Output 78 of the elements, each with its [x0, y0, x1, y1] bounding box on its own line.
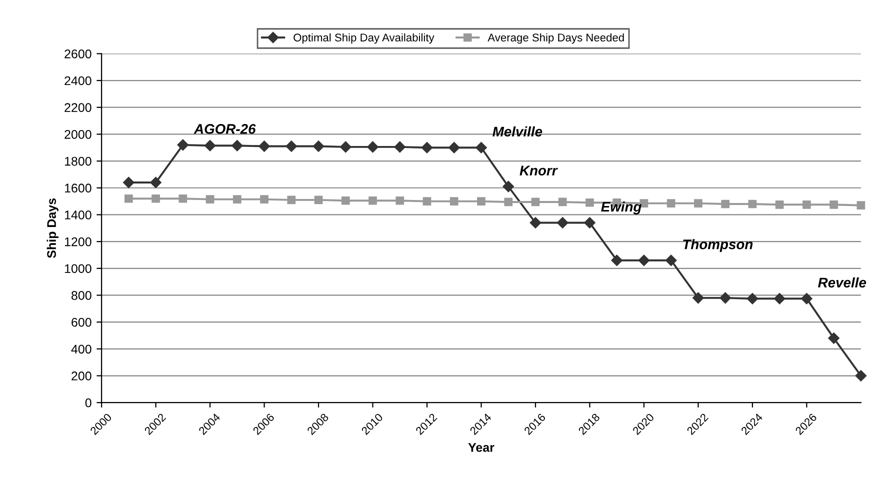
point — [504, 198, 513, 206]
point — [394, 141, 406, 153]
y-tick-label: 1800 — [64, 156, 92, 166]
point — [123, 176, 134, 188]
point — [828, 332, 840, 344]
y-tick-label: 1000 — [64, 264, 92, 274]
y-tick-label: 1400 — [64, 210, 92, 220]
point — [558, 198, 567, 206]
point — [855, 370, 867, 382]
point — [476, 142, 487, 154]
point — [665, 254, 677, 266]
point — [206, 195, 214, 204]
y-tick-label: 200 — [72, 372, 92, 380]
point — [396, 196, 404, 205]
point — [694, 199, 702, 208]
y-tick-label: 1200 — [64, 237, 92, 246]
annotation: Thompson — [683, 239, 753, 252]
point — [232, 140, 243, 152]
point — [502, 180, 514, 192]
point — [477, 197, 486, 206]
annotation: Ewing — [601, 201, 642, 214]
point — [611, 254, 622, 266]
y-tick-label: 2000 — [64, 130, 92, 139]
y-tick-label: 0 — [85, 398, 92, 408]
point — [586, 198, 594, 207]
legend-label: Optimal Ship Day Availability — [294, 33, 434, 44]
annotation: Revelle — [818, 277, 866, 288]
y-tick-label: 2200 — [64, 103, 92, 112]
point — [150, 176, 162, 188]
point — [774, 292, 786, 304]
y-tick-label: 2600 — [64, 49, 92, 58]
point — [152, 194, 160, 203]
point — [531, 198, 540, 206]
point — [421, 142, 433, 154]
point — [801, 292, 812, 304]
point — [177, 139, 189, 151]
point — [746, 292, 758, 304]
y-axis-title: Ship Days — [46, 198, 58, 258]
point — [638, 254, 650, 266]
point — [312, 140, 324, 152]
point — [450, 197, 458, 206]
y-tick-label: 800 — [72, 291, 92, 300]
y-tick-label: 1600 — [64, 184, 92, 193]
point — [341, 196, 350, 205]
point — [721, 200, 730, 208]
point — [802, 200, 811, 209]
point — [830, 200, 838, 209]
point — [178, 194, 188, 203]
point — [556, 217, 568, 228]
point — [422, 197, 432, 206]
annotation: Knorr — [520, 166, 558, 176]
y-tick-label: 2400 — [64, 76, 92, 86]
point — [287, 196, 296, 204]
point — [666, 199, 676, 208]
point — [748, 200, 757, 208]
point — [368, 196, 377, 205]
point — [530, 217, 542, 228]
point — [340, 141, 352, 153]
point — [448, 142, 460, 154]
point — [232, 195, 242, 204]
point — [258, 140, 270, 152]
legend-label: Average Ship Days Needed — [488, 33, 624, 44]
point — [124, 194, 133, 203]
point — [314, 196, 323, 204]
annotation: AGOR-26 — [194, 124, 256, 134]
point — [260, 195, 268, 204]
point — [204, 140, 216, 152]
point — [692, 292, 704, 304]
point — [367, 141, 378, 153]
y-tick-label: 600 — [72, 318, 92, 327]
point — [584, 217, 596, 228]
x-axis-title: Year — [468, 443, 494, 452]
annotation: Melville — [492, 126, 542, 137]
point — [856, 201, 866, 210]
point — [775, 200, 784, 209]
point — [720, 292, 731, 304]
point — [286, 140, 297, 152]
y-tick-label: 400 — [71, 344, 92, 354]
